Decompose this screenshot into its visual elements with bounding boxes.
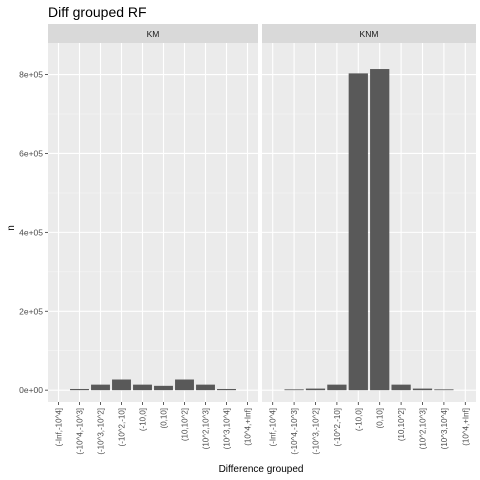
chart-title: Diff grouped RF [48,4,147,20]
x-tick-label: (-10,0] [354,408,363,431]
panel-background [262,43,476,402]
x-tick-label: (-Inf,-10^4] [55,408,64,446]
bar-knm-4 [348,73,368,391]
x-tick-label: (10^3,10^4] [223,408,232,449]
bar-knm-5 [370,69,390,391]
x-tick-label: (10^2,10^3] [419,408,428,449]
facet-strip [48,24,258,43]
y-tick-label: 8e+05 [19,70,43,80]
bar-km-6 [175,379,194,391]
x-tick-label: (-10^2,-10] [118,408,127,446]
facet-panel-km: KM (-Inf,-10^4] (-10^4,-10^3] (-10^3,-10^2]… [48,24,258,455]
x-tick-label: (-10^4,-10^3] [290,408,299,455]
bar-knm-8 [434,389,454,391]
x-tick-label: (-10^2,-10] [333,408,342,446]
facet-strip-label: KNM [360,29,379,39]
x-tick-label: (-Inf,-10^4] [269,408,278,446]
y-axis-label: n [6,225,17,231]
bar-knm-2 [305,388,326,391]
bar-knm-3 [327,384,347,391]
x-axis-label: Difference grouped [219,464,304,475]
y-axis: 0e+00 2e+05 4e+05 6e+05 8e+05 [19,70,48,395]
bar-km-5 [154,385,173,391]
y-tick-label: 0e+00 [19,385,43,395]
x-tick-label: (10,10^2] [397,408,406,441]
x-tick-label: (0,10] [376,408,385,428]
bar-knm-1 [284,389,304,391]
x-tick-label: (-10,0] [139,408,148,431]
facet-panels: KM (-Inf,-10^4] (-10^4,-10^3] (-10^3,-10^2]… [48,24,476,455]
x-tick-label: (-10^3,-10^2] [312,408,321,455]
x-tick-label: (10^2,10^3] [202,408,211,449]
bar-km-8 [217,388,236,391]
x-tick-label: (0,10] [160,408,169,428]
bar-km-1 [70,388,89,391]
y-tick-label: 6e+05 [19,148,43,158]
x-tick-label: (-10^4,-10^3] [76,408,85,455]
facet-strip [262,24,476,43]
bar-km-7 [196,384,215,391]
bar-knm-6 [391,384,411,391]
bar-knm-7 [412,388,433,391]
panel-background [48,43,258,402]
y-tick-label: 4e+05 [19,227,43,237]
x-tick-label: (10^4,+Inf] [244,408,253,446]
x-tick-label: (-10^3,-10^2] [97,408,106,455]
x-tick-label: (10^4,+Inf] [461,408,470,446]
x-tick-label: (10,10^2] [181,408,190,441]
facet-strip-label: KM [147,29,160,39]
bar-km-3 [112,379,131,391]
bar-km-4 [133,384,152,391]
x-tick-label: (10^3,10^4] [440,408,449,449]
y-tick-label: 2e+05 [19,306,43,316]
bar-km-2 [91,384,110,391]
facet-panel-knm: KNM (-Inf,-10^4] (-10^4,-10^3] (-10^3,-10^2… [262,24,476,455]
